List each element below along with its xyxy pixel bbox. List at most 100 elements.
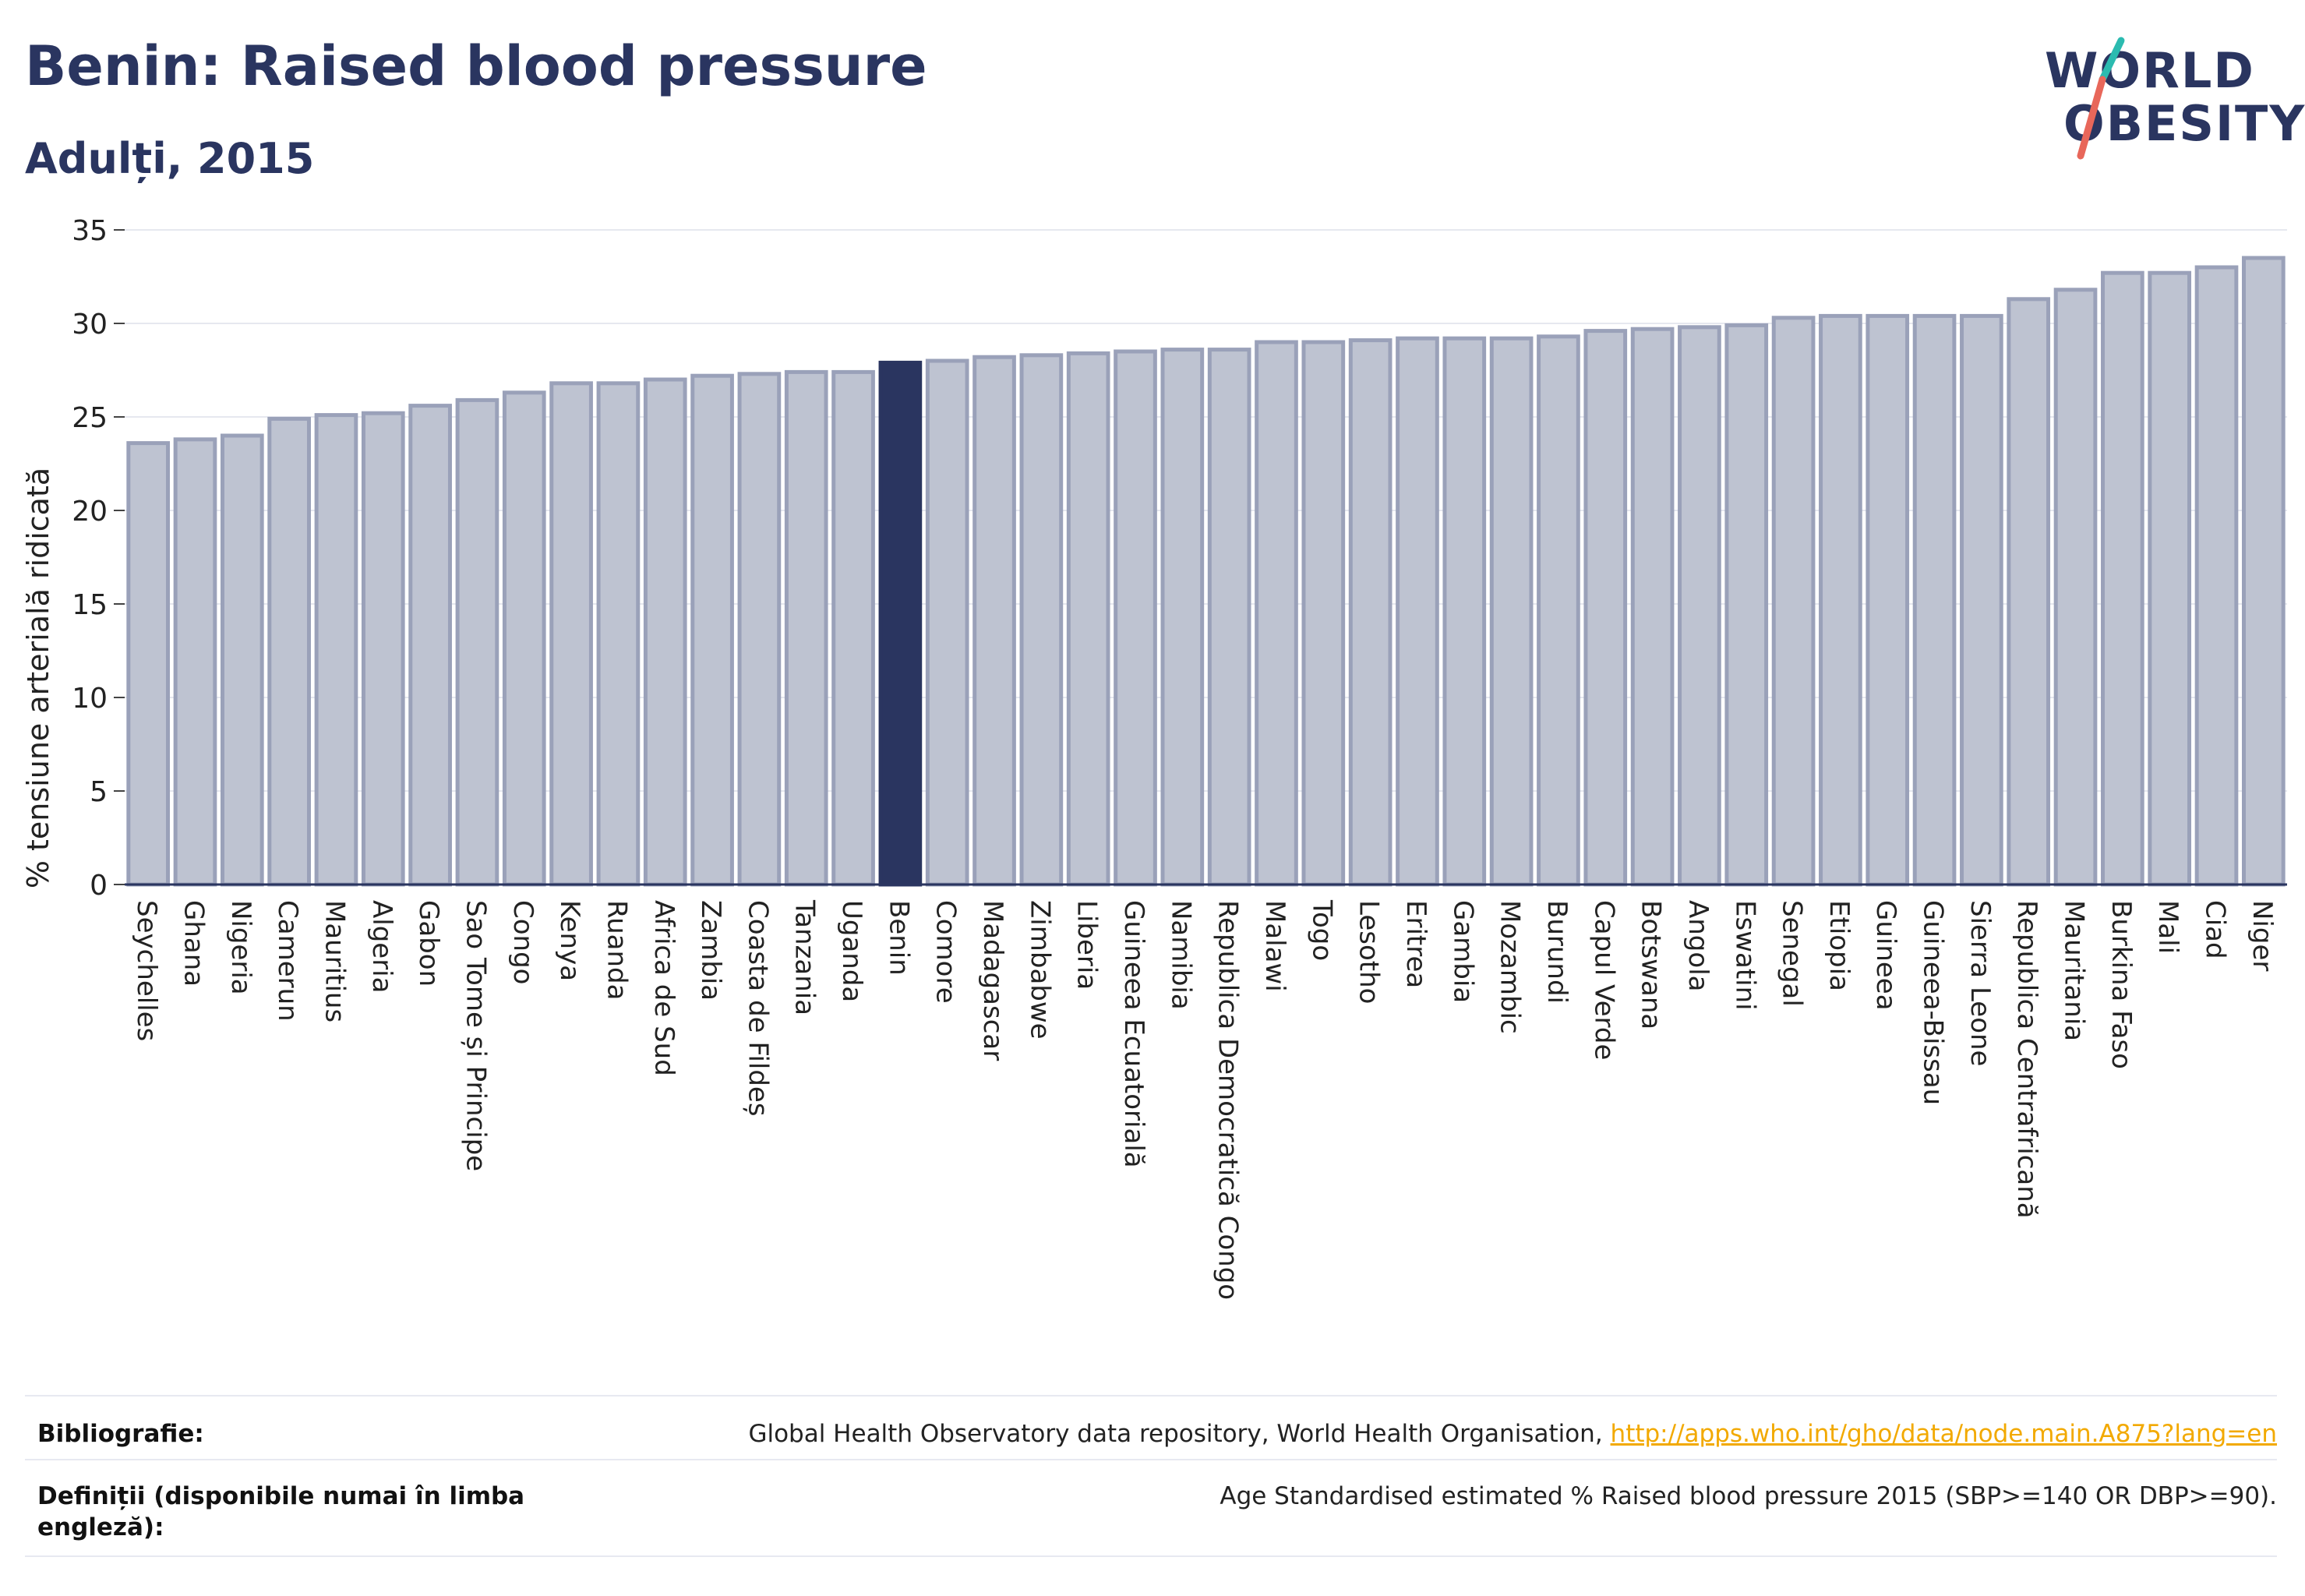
bar-guineea-ecuatorial-[interactable] [1114, 349, 1157, 887]
world-obesity-logo[interactable]: WORLD OBESITY [2026, 31, 2304, 171]
bar-benin[interactable] [878, 360, 923, 887]
bar-etiopia[interactable] [1819, 313, 1862, 887]
bar-uganda[interactable] [831, 369, 875, 887]
bar-nigeria[interactable] [220, 433, 264, 887]
x-tick-label: Guineea-Bissau [1918, 900, 1949, 1105]
bar-chart: 0 5 10 15 20 25 30 35 % tensiune arterială ridi… [21, 215, 2287, 1300]
bar-eritrea[interactable] [1396, 336, 1439, 887]
x-tick-label: Kenya [554, 900, 585, 981]
bar-eswatini[interactable] [1724, 323, 1769, 887]
bar-zimbabwe[interactable] [1019, 353, 1064, 887]
y-axis-ticks: 0 5 10 15 20 25 30 35 [72, 215, 125, 902]
bar-senegal[interactable] [1771, 316, 1816, 887]
bar-sierra-leone[interactable] [1960, 313, 2003, 887]
bar-angola[interactable] [1678, 325, 1721, 887]
bar-comore[interactable] [925, 358, 969, 887]
x-tick-label: Benin [883, 900, 914, 976]
x-tick-label: Republica Centrafricană [2011, 900, 2042, 1219]
y-tick-label: 35 [72, 215, 108, 247]
y-tick-label: 25 [72, 402, 108, 434]
x-axis-labels: Seychelles Ghana Nigeria Camerun Mauritius Al… [131, 899, 2278, 1300]
bar-congo[interactable] [502, 390, 546, 887]
logo-line2: OBESITY [2063, 95, 2305, 152]
x-tick-label: Ghana [178, 900, 209, 987]
x-tick-label: Gambia [1447, 900, 1478, 1003]
bar-liberia[interactable] [1066, 351, 1110, 887]
logo-line1: WORLD [2045, 42, 2255, 99]
bar-tanzania[interactable] [784, 369, 828, 887]
x-tick-label: Angola [1682, 900, 1714, 991]
x-tick-label: Guineea [1870, 900, 1901, 1011]
x-tick-label: Togo [1306, 899, 1337, 961]
y-tick-label: 30 [72, 309, 108, 341]
footer-divider [25, 1459, 2277, 1460]
bar-madagascar[interactable] [972, 355, 1016, 887]
bar-malawi[interactable] [1255, 340, 1298, 887]
bar-namibia[interactable] [1160, 348, 1205, 887]
y-tick-label: 10 [72, 683, 108, 715]
bar-republica-democratic-congo[interactable] [1207, 348, 1251, 887]
definitions-value: Age Standardised estimated % Raised bloo… [1220, 1482, 2277, 1510]
bar-gabon[interactable] [408, 404, 452, 887]
x-tick-label: Uganda [836, 900, 867, 1002]
x-tick-label: Camerun [272, 900, 303, 1022]
bar-gambia[interactable] [1442, 336, 1487, 887]
bar-mali[interactable] [2148, 270, 2192, 887]
chart-subtitle: Adulți, 2015 [25, 134, 315, 183]
bar-lesotho[interactable] [1348, 338, 1393, 887]
bar-mauritania[interactable] [2053, 288, 2098, 887]
y-tick-label: 20 [72, 496, 108, 528]
bar-zambia[interactable] [690, 373, 734, 887]
x-tick-label: Gabon [413, 900, 444, 987]
bar-burundi[interactable] [1537, 334, 1580, 887]
bar-ruanda[interactable] [596, 381, 641, 887]
bibliography-link[interactable]: http://apps.who.int/gho/data/node.main.A… [1610, 1420, 2277, 1448]
bar-camerun[interactable] [267, 416, 311, 887]
bar-algeria[interactable] [361, 411, 405, 887]
chart-title: Benin: Raised blood pressure [25, 34, 927, 98]
x-tick-label: Ruanda [601, 900, 632, 1000]
x-tick-label: Niger [2247, 900, 2278, 971]
x-tick-label: Mauritius [319, 900, 350, 1022]
x-tick-label: Botswana [1636, 900, 1667, 1029]
x-tick-label: Ciad [2200, 900, 2231, 959]
bar-ciad[interactable] [2194, 265, 2239, 887]
x-tick-label: Comore [930, 900, 962, 1004]
logo-slash-icon [2077, 37, 2125, 160]
y-axis-label: % tensiune arterială ridicată [21, 468, 55, 888]
x-tick-label: Sao Tome și Principe [460, 900, 491, 1171]
bar-burkina-faso[interactable] [2101, 270, 2144, 887]
x-tick-label: Mali [2152, 900, 2183, 954]
bar-niger[interactable] [2242, 256, 2286, 887]
x-tick-label: Malawi [1259, 900, 1290, 992]
bar-sao-tome-i-principe[interactable] [455, 397, 499, 887]
x-tick-label: Namibia [1165, 900, 1196, 1010]
x-tick-label: Capul Verde [1588, 900, 1619, 1060]
bar-togo[interactable] [1301, 340, 1346, 887]
bar-ghana[interactable] [173, 437, 217, 887]
bar-capul-verde[interactable] [1583, 329, 1628, 887]
x-tick-label: Nigeria [225, 900, 256, 995]
x-tick-label: Mauritania [2059, 900, 2090, 1041]
bar-mozambic[interactable] [1489, 336, 1534, 887]
x-tick-label: Burkina Faso [2106, 900, 2137, 1069]
definitions-label: Definiții (disponibile numai în limba en… [37, 1482, 525, 1541]
x-tick-label: Seychelles [131, 900, 162, 1041]
bar-guineea-bissau[interactable] [1912, 313, 1957, 887]
bar-seychelles[interactable] [126, 441, 170, 887]
x-tick-label: Zambia [695, 900, 726, 1001]
bar-africa-de-sud[interactable] [643, 377, 687, 887]
bar-kenya[interactable] [549, 381, 593, 887]
bar-republica-centrafrican-[interactable] [2007, 297, 2051, 887]
bibliography-label: Bibliografie: [37, 1420, 204, 1448]
x-tick-label: Guineea Ecuatorială [1118, 900, 1149, 1168]
bar-botswana[interactable] [1630, 327, 1675, 887]
x-tick-label: Lesotho [1354, 900, 1385, 1004]
bar-mauritius[interactable] [314, 413, 358, 887]
x-tick-label: Tanzania [789, 899, 821, 1015]
x-tick-label: Zimbabwe [1024, 900, 1055, 1040]
bibliography-value: Global Health Observatory data repositor… [748, 1418, 2277, 1449]
x-tick-label: Burundi [1541, 900, 1573, 1004]
bar-guineea[interactable] [1866, 313, 1910, 887]
bar-coasta-de-filde-[interactable] [737, 372, 782, 887]
